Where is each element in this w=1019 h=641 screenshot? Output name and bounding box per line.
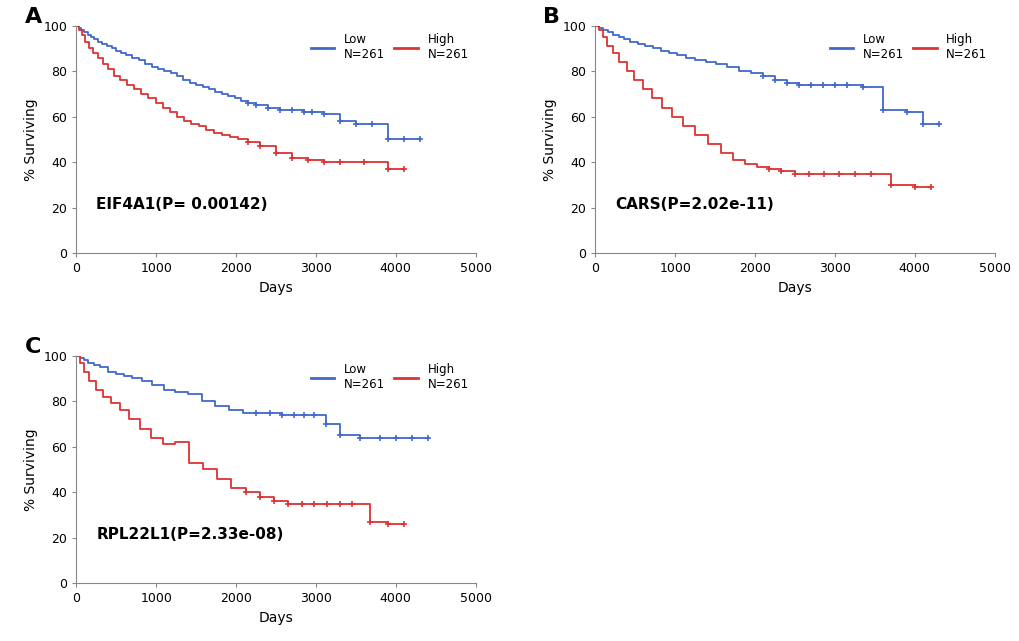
Text: C: C [24, 337, 41, 358]
Y-axis label: % Surviving: % Surviving [24, 428, 38, 511]
X-axis label: Days: Days [776, 281, 811, 295]
Text: RPL22L1(P=2.33e-08): RPL22L1(P=2.33e-08) [97, 528, 283, 542]
Y-axis label: % Surviving: % Surviving [24, 98, 38, 181]
X-axis label: Days: Days [259, 611, 293, 625]
Text: CARS(P=2.02e-11): CARS(P=2.02e-11) [614, 197, 773, 212]
Legend: Low
N=261, High
N=261: Low N=261, High N=261 [824, 28, 991, 65]
Text: EIF4A1(P= 0.00142): EIF4A1(P= 0.00142) [97, 197, 268, 212]
X-axis label: Days: Days [259, 281, 293, 295]
Legend: Low
N=261, High
N=261: Low N=261, High N=261 [306, 28, 473, 65]
Y-axis label: % Surviving: % Surviving [542, 98, 556, 181]
Text: A: A [24, 8, 42, 28]
Text: B: B [543, 8, 559, 28]
Legend: Low
N=261, High
N=261: Low N=261, High N=261 [306, 358, 473, 395]
